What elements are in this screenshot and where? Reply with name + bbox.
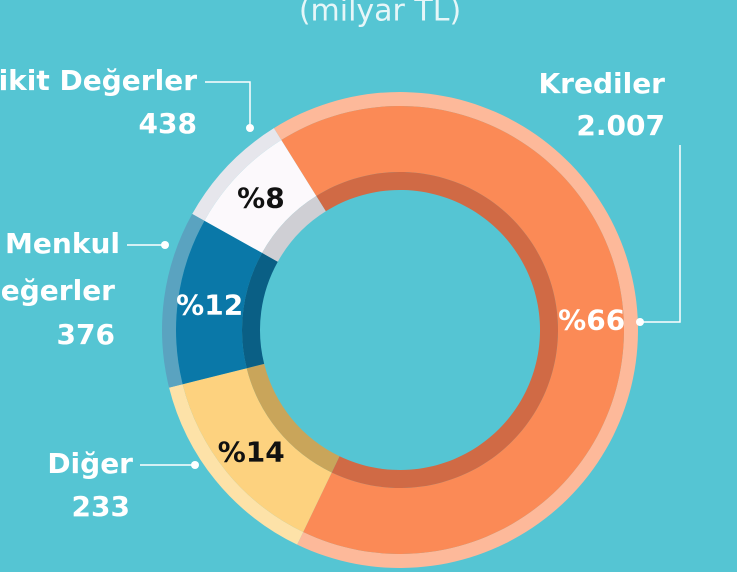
slice — [204, 140, 317, 253]
connector — [205, 81, 251, 128]
slice-outer-ring — [169, 384, 304, 545]
percent-label: %66 — [558, 303, 625, 336]
connector — [640, 145, 681, 323]
slice-outer-ring — [192, 128, 282, 221]
connector-dot — [636, 318, 644, 326]
category-label: Menkul — [5, 227, 120, 260]
slice-inner-ring — [241, 252, 278, 369]
connector-dot — [161, 241, 169, 249]
connector-dot — [246, 124, 254, 132]
chart-subtitle: (milyar TL) — [299, 0, 461, 29]
category-label: Değerler — [0, 274, 115, 307]
amount-label: 233 — [72, 490, 130, 523]
category-label: Diğer — [47, 447, 133, 480]
amount-label: 376 — [57, 318, 115, 351]
slice — [182, 368, 332, 533]
slice — [281, 106, 624, 555]
percent-label: %8 — [237, 182, 285, 215]
amount-label: 438 — [139, 107, 197, 140]
slice-inner-ring — [262, 196, 326, 262]
slice-outer-ring — [162, 213, 205, 388]
amount-label: 2.007 — [576, 109, 665, 142]
percent-label: %12 — [176, 289, 243, 322]
connector-dot — [191, 461, 199, 469]
category-label: Likit Değerler — [0, 64, 197, 97]
category-label: Krediler — [538, 67, 665, 100]
percent-label: %14 — [218, 435, 285, 468]
slice — [176, 220, 263, 385]
slice-inner-ring — [246, 363, 340, 473]
